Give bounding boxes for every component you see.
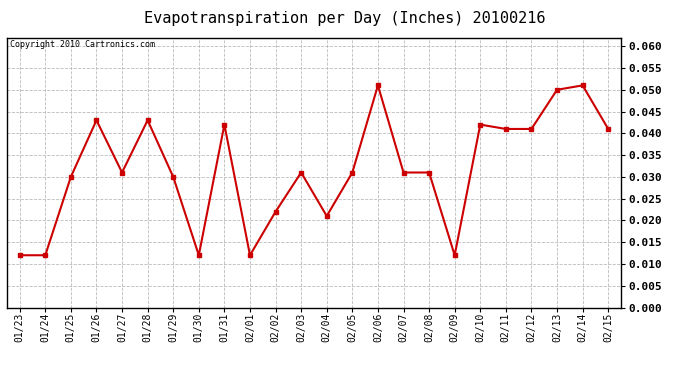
Text: Copyright 2010 Cartronics.com: Copyright 2010 Cartronics.com [10,40,155,49]
Text: Evapotranspiration per Day (Inches) 20100216: Evapotranspiration per Day (Inches) 2010… [144,11,546,26]
